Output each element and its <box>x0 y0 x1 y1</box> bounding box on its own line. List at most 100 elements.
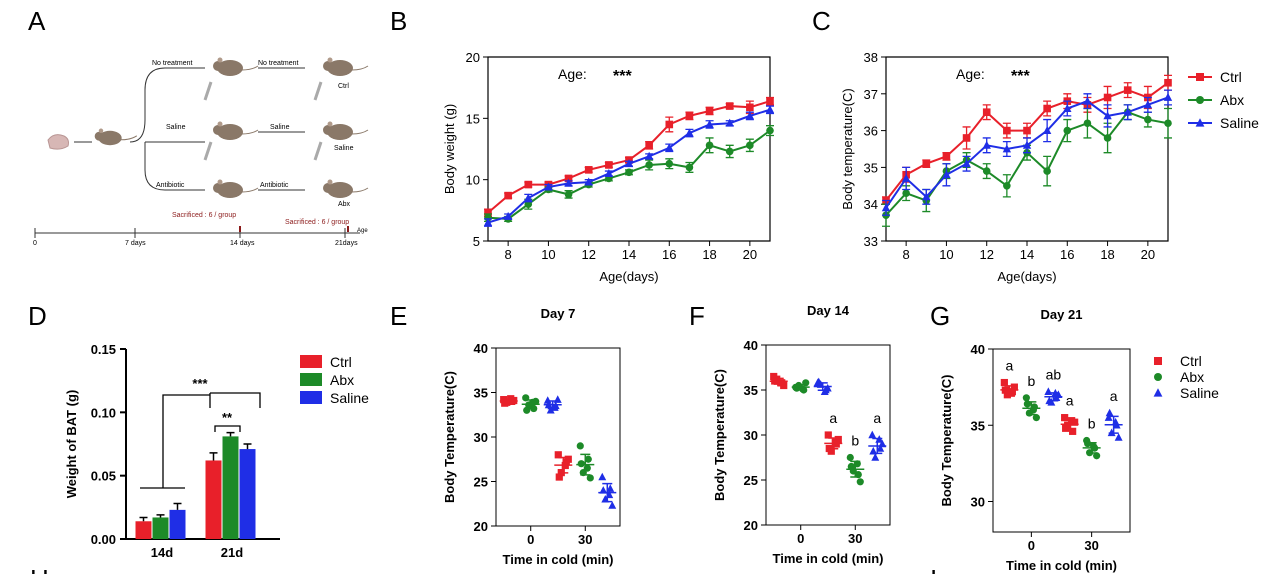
syringe-icon-0 <box>203 81 213 101</box>
mouse-body-2 <box>327 60 353 76</box>
significance-letter-saline: a <box>873 410 881 426</box>
chart-day21: Day 21 30 35 40 Body Temperature(C) 0 30 Time i… <box>939 307 1219 573</box>
data-point-saline <box>942 170 951 179</box>
data-point-saline <box>1107 428 1116 437</box>
mouse-head-0 <box>94 131 104 141</box>
timeline-0: 0 <box>33 240 37 247</box>
data-point-ctrl <box>504 191 512 200</box>
data-point-ctrl <box>645 141 653 150</box>
legend-marker-ctrl <box>1196 73 1204 81</box>
annotation-label: Age: <box>558 66 587 82</box>
data-point-abx <box>685 163 694 172</box>
data-point-saline <box>814 377 823 386</box>
legend-marker-saline <box>1153 388 1163 397</box>
arrows-mid <box>258 67 305 191</box>
mouse-body-5 <box>217 182 243 198</box>
y-tick-label: 0.15 <box>91 342 116 357</box>
y-tick-label: 35 <box>744 383 758 398</box>
panel-label-h: H <box>30 564 49 574</box>
data-point-saline <box>608 501 617 509</box>
legend-marker-saline <box>1195 118 1205 127</box>
pup-icon <box>47 134 69 150</box>
data-point-saline <box>503 211 513 220</box>
chart-body-weight: 8 10 12 14 16 18 20 5 10 15 20 Age(days) Body weight… <box>442 50 775 284</box>
syringe-icon-1 <box>313 81 323 101</box>
significance-letter-abx: b <box>851 433 859 449</box>
y-tick-label: 25 <box>474 475 488 490</box>
branch-lines <box>129 67 205 191</box>
data-point-ctrl <box>766 97 774 105</box>
bar-error-saline <box>173 502 182 510</box>
bar-ctrl <box>135 521 152 539</box>
mean-sd-ctrl <box>554 456 573 474</box>
plot-frame <box>495 347 621 527</box>
chart-title: Day 14 <box>807 303 850 318</box>
mouse-body-0 <box>98 130 122 146</box>
data-point-saline <box>871 453 880 461</box>
panel-label-c: C <box>812 6 831 36</box>
data-point-saline <box>765 105 775 114</box>
legend-label-saline: Saline <box>330 390 369 406</box>
mean-sd-saline <box>868 437 887 455</box>
data-point-saline <box>685 128 694 137</box>
significance-stars-abx: ** <box>222 410 233 425</box>
significance-letter-ctrl: a <box>1066 393 1074 409</box>
data-point-saline <box>1002 144 1012 153</box>
bar-saline <box>239 449 256 539</box>
mouse-ear-5 <box>217 179 223 185</box>
significance-letter-ctrl: a <box>829 410 837 426</box>
y-axis-label: Body Temperature(C) <box>442 371 457 503</box>
mean-sd-abx <box>1082 441 1101 454</box>
legend-swatch-abx <box>300 373 322 386</box>
data-point-ctrl <box>1000 378 1008 387</box>
data-point-saline <box>1123 107 1132 116</box>
mouse-ear-2 <box>327 57 333 63</box>
data-point-saline <box>876 444 885 452</box>
x-tick-label: 10 <box>939 247 953 262</box>
panel-label-b: B <box>390 6 407 36</box>
mean-sd-ctrl <box>1060 418 1079 430</box>
data-point-abx <box>902 189 910 197</box>
label-no-treatment-1: No treatment <box>152 60 193 67</box>
data-point-abx <box>982 167 991 175</box>
x-axis-label: Time in cold (min) <box>1006 558 1117 573</box>
bar-error-saline <box>243 443 252 450</box>
mouse-ear-0 <box>98 128 104 134</box>
data-point-abx <box>1063 126 1072 135</box>
mean-sd-abx <box>791 383 810 391</box>
y-tick-label: 35 <box>864 160 878 175</box>
legend-label-abx: Abx <box>1180 369 1204 385</box>
panel-label-a: A <box>28 6 46 36</box>
data-point-saline <box>624 159 634 168</box>
x-tick-label: 12 <box>581 247 595 262</box>
significance-letter-abx: b <box>1088 416 1096 432</box>
mouse-head-1 <box>213 61 223 71</box>
y-tick-label: 0.10 <box>91 405 116 420</box>
label-ctrl-group: Ctrl <box>338 83 349 90</box>
data-point-ctrl <box>685 112 694 120</box>
y-tick-label: 20 <box>744 518 758 533</box>
mouse-ear-1 <box>217 57 223 63</box>
mean-sd-saline <box>813 382 832 391</box>
data-point-abx <box>645 161 653 169</box>
mouse-tail-5 <box>241 187 259 193</box>
y-tick-label: 36 <box>864 124 878 139</box>
bar-saline <box>169 509 186 539</box>
data-point-saline <box>705 119 714 128</box>
bar-abx <box>222 436 239 539</box>
data-point-saline <box>1114 433 1123 441</box>
legend-swatch-saline <box>300 391 322 404</box>
data-point-ctrl <box>1023 126 1031 135</box>
legend-label-saline: Saline <box>1220 115 1259 131</box>
y-axis-label: Body weight (g) <box>442 104 457 194</box>
data-point-abx <box>1084 439 1092 448</box>
mean-sd-ctrl <box>1000 385 1019 395</box>
data-point-abx <box>725 147 734 156</box>
panel-label-i: I <box>930 564 937 574</box>
x-tick-label: 14d <box>151 545 173 560</box>
mouse-ear-3 <box>217 121 223 127</box>
data-point-saline <box>1143 100 1153 109</box>
data-point-abx <box>586 474 594 482</box>
data-point-saline <box>1044 387 1053 395</box>
